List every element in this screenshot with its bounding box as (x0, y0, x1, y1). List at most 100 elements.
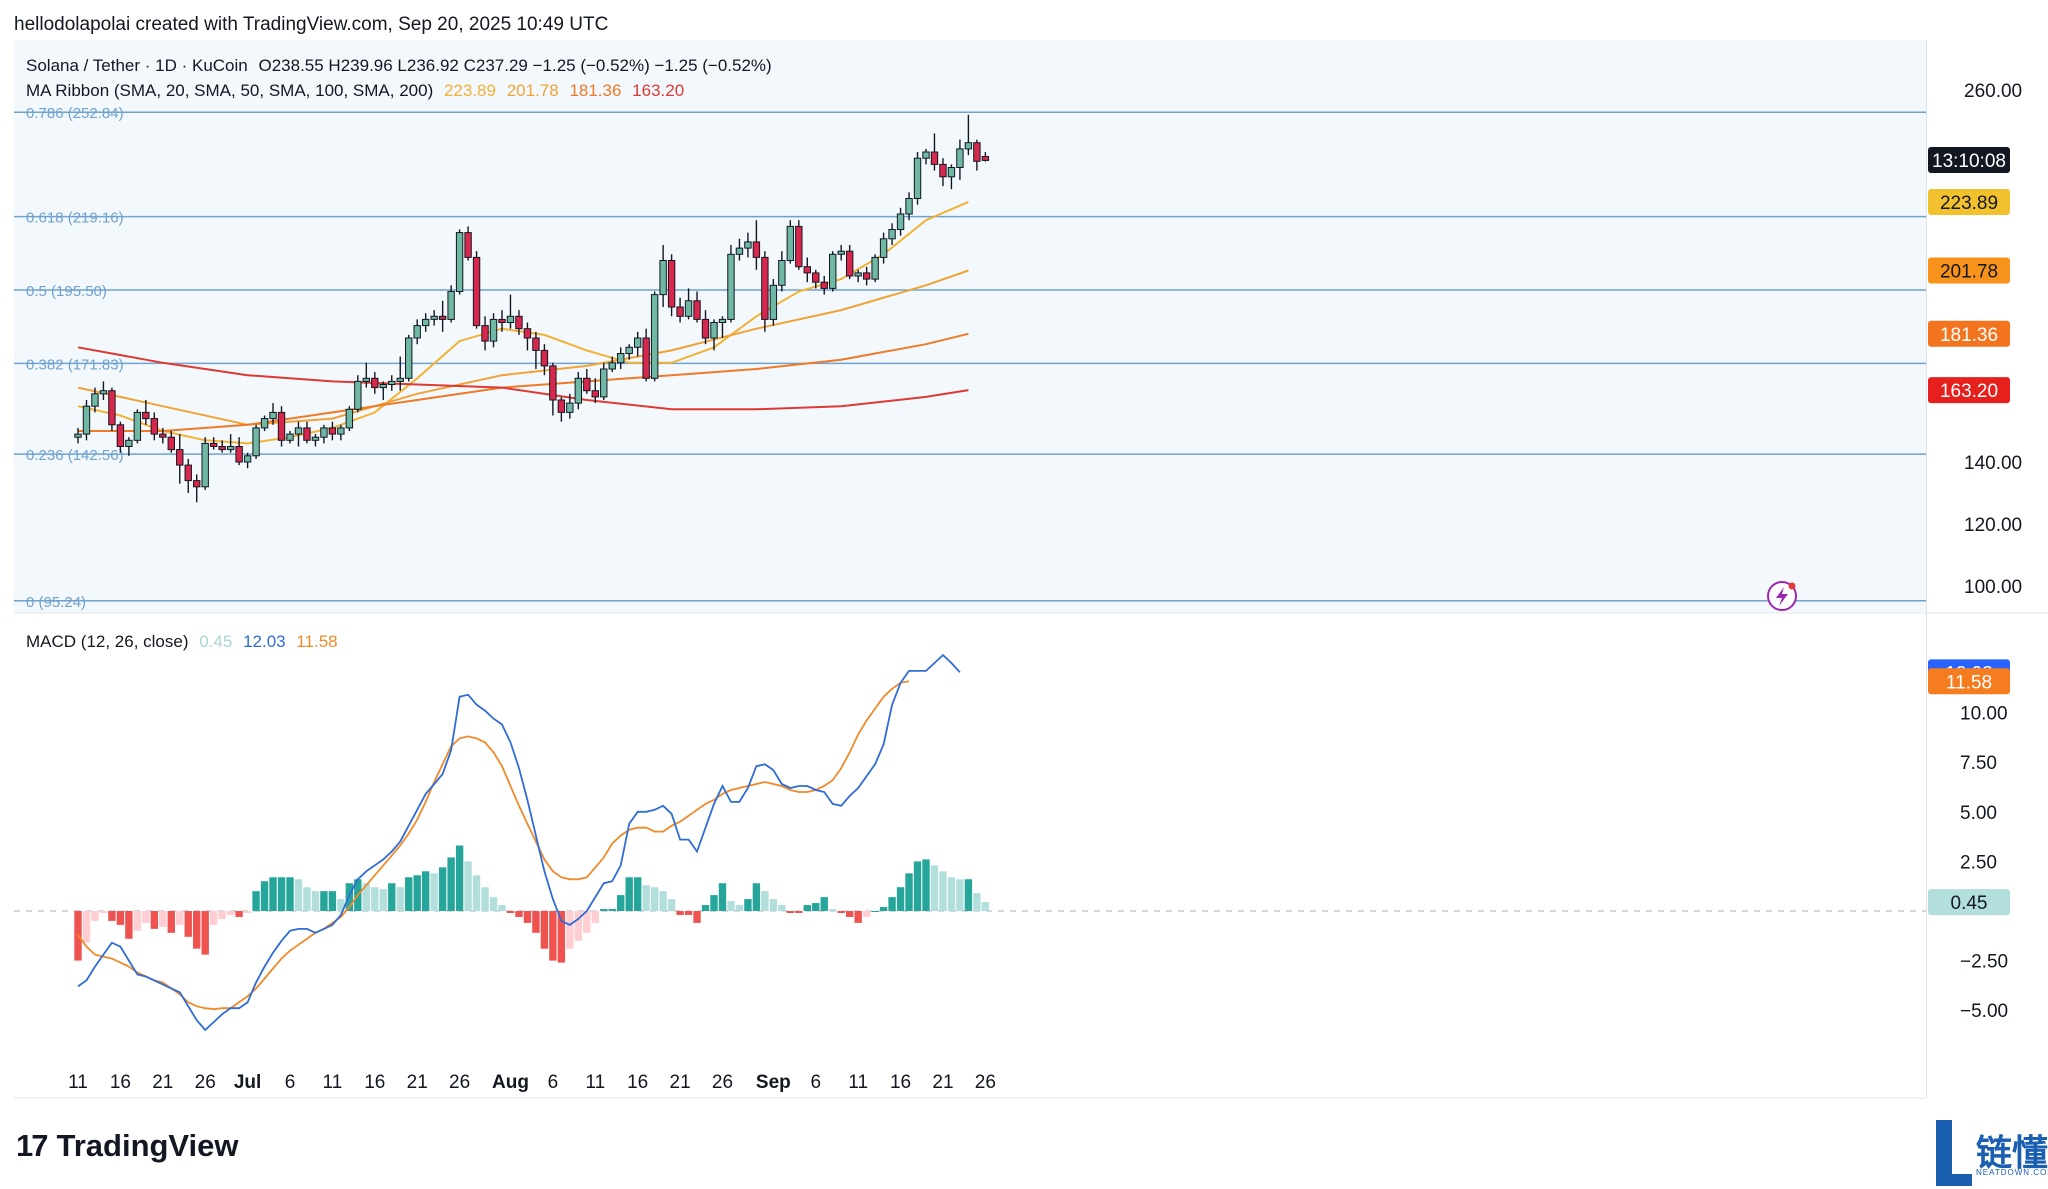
candle (201, 437, 209, 490)
candle (956, 139, 964, 180)
macd-title[interactable]: MACD (12, 26, close) (26, 632, 189, 651)
candle-body (973, 142, 981, 162)
macd-histogram-bar (778, 905, 786, 911)
macd-histogram-bar (913, 861, 922, 911)
macd-histogram-bar (617, 895, 625, 911)
macd-histogram-bar (761, 891, 769, 911)
candle (684, 288, 693, 320)
macd-histogram-bar (566, 911, 574, 949)
macd-histogram-bar (371, 887, 379, 911)
candle (337, 424, 345, 441)
macd-histogram-bar (125, 911, 133, 939)
macd-histogram-bar (362, 883, 371, 911)
candle-body (218, 446, 226, 451)
macd-histogram-bar (625, 877, 633, 911)
candle (498, 310, 506, 332)
macd-histogram-bar (676, 911, 684, 915)
candle (549, 362, 557, 416)
candle-body (896, 213, 905, 230)
candle (218, 440, 226, 453)
macd-histogram-bar (786, 911, 795, 913)
candle-body (311, 436, 320, 441)
macd-histogram-bar (133, 911, 142, 931)
macd-histogram-bar (650, 887, 659, 911)
candle-body (142, 411, 150, 420)
macd-histogram-bar (193, 911, 201, 949)
symbol-legend: Solana / Tether · 1D · KuCoin O238.55 H2… (26, 56, 778, 76)
macd-histogram-bar (303, 887, 311, 911)
macd-histogram-bar (642, 885, 650, 911)
macd-histogram-bar (142, 911, 150, 923)
macd-histogram-bar (472, 875, 481, 911)
candle-body (116, 424, 125, 447)
candle-body (269, 411, 277, 420)
time-tick-label: 26 (449, 1072, 470, 1093)
candle-body (515, 315, 523, 330)
candle-body (922, 151, 930, 159)
candle-body (294, 427, 303, 435)
macd-histogram-bar (956, 879, 964, 911)
macd-tick-label: 7.50 (1960, 753, 1997, 774)
macd-histogram-bar (744, 899, 752, 911)
candle-body (735, 247, 744, 255)
macd-histogram-bar (379, 889, 387, 911)
candle-body (133, 411, 142, 441)
macd-histogram-bar (540, 911, 549, 949)
candle (523, 322, 532, 351)
candle-body (820, 281, 828, 289)
candle (481, 316, 489, 351)
time-tick-label: 16 (364, 1072, 385, 1093)
fib-level-label: 0.382 (171.83) (26, 356, 124, 373)
countdown-badge: 13:10:08 (1928, 147, 2010, 173)
candle-body (956, 148, 964, 168)
macd-histogram-bar (752, 883, 761, 911)
candle (328, 421, 337, 441)
candle-body (201, 442, 209, 488)
macd-histogram-bar (829, 909, 837, 911)
price-tick-label: 100.00 (1964, 577, 2022, 598)
macd-histogram-bar (769, 899, 778, 911)
ma50-badge: 201.78 (1928, 257, 2010, 284)
ohlc-values: O238.55 H239.96 L236.92 C237.29 −1.25 (−… (258, 56, 772, 75)
candle-body (277, 411, 286, 441)
candle-body (260, 418, 269, 429)
candle (710, 319, 718, 351)
macd-tick-label: 10.00 (1960, 704, 2008, 725)
ma50-badge-text: 201.78 (1940, 261, 1998, 282)
candle-body (566, 402, 574, 413)
candle-body (464, 232, 472, 258)
candle-body (506, 315, 515, 323)
candle-body (388, 380, 396, 385)
macd-tick-label: 2.50 (1960, 852, 1997, 873)
candle-body (981, 155, 990, 161)
time-tick-label: 21 (152, 1072, 173, 1093)
macd-histogram-bar (218, 911, 226, 919)
macd-histogram-bar (871, 911, 879, 912)
candle-body (795, 225, 803, 268)
macd-histogram-bar (159, 911, 167, 927)
candle (676, 297, 684, 323)
candle (345, 406, 354, 431)
macd-histogram-bar (150, 911, 159, 929)
candle-body (693, 300, 701, 320)
candle-body (583, 377, 591, 392)
candle (421, 313, 430, 332)
macd-histogram-bar (294, 879, 303, 911)
macd-histogram-bar (515, 911, 523, 917)
candle (769, 279, 778, 326)
candle-body (328, 427, 337, 435)
symbol-name[interactable]: Solana / Tether · 1D · KuCoin (26, 56, 248, 75)
macd-histogram-bar (862, 911, 871, 917)
macd-histogram-bar (710, 895, 718, 911)
macd-histogram-bar (879, 907, 888, 911)
time-tick-label: 26 (712, 1072, 733, 1093)
ma20-value: 223.89 (443, 81, 496, 100)
candle-body (557, 399, 566, 413)
candle-body (871, 256, 879, 280)
candle (879, 232, 888, 264)
candle (209, 437, 218, 450)
tradingview-logo[interactable]: 17 TradingView (16, 1128, 239, 1163)
candle-body (489, 318, 498, 342)
ma-ribbon-title[interactable]: MA Ribbon (SMA, 20, SMA, 50, SMA, 100, S… (26, 81, 434, 100)
